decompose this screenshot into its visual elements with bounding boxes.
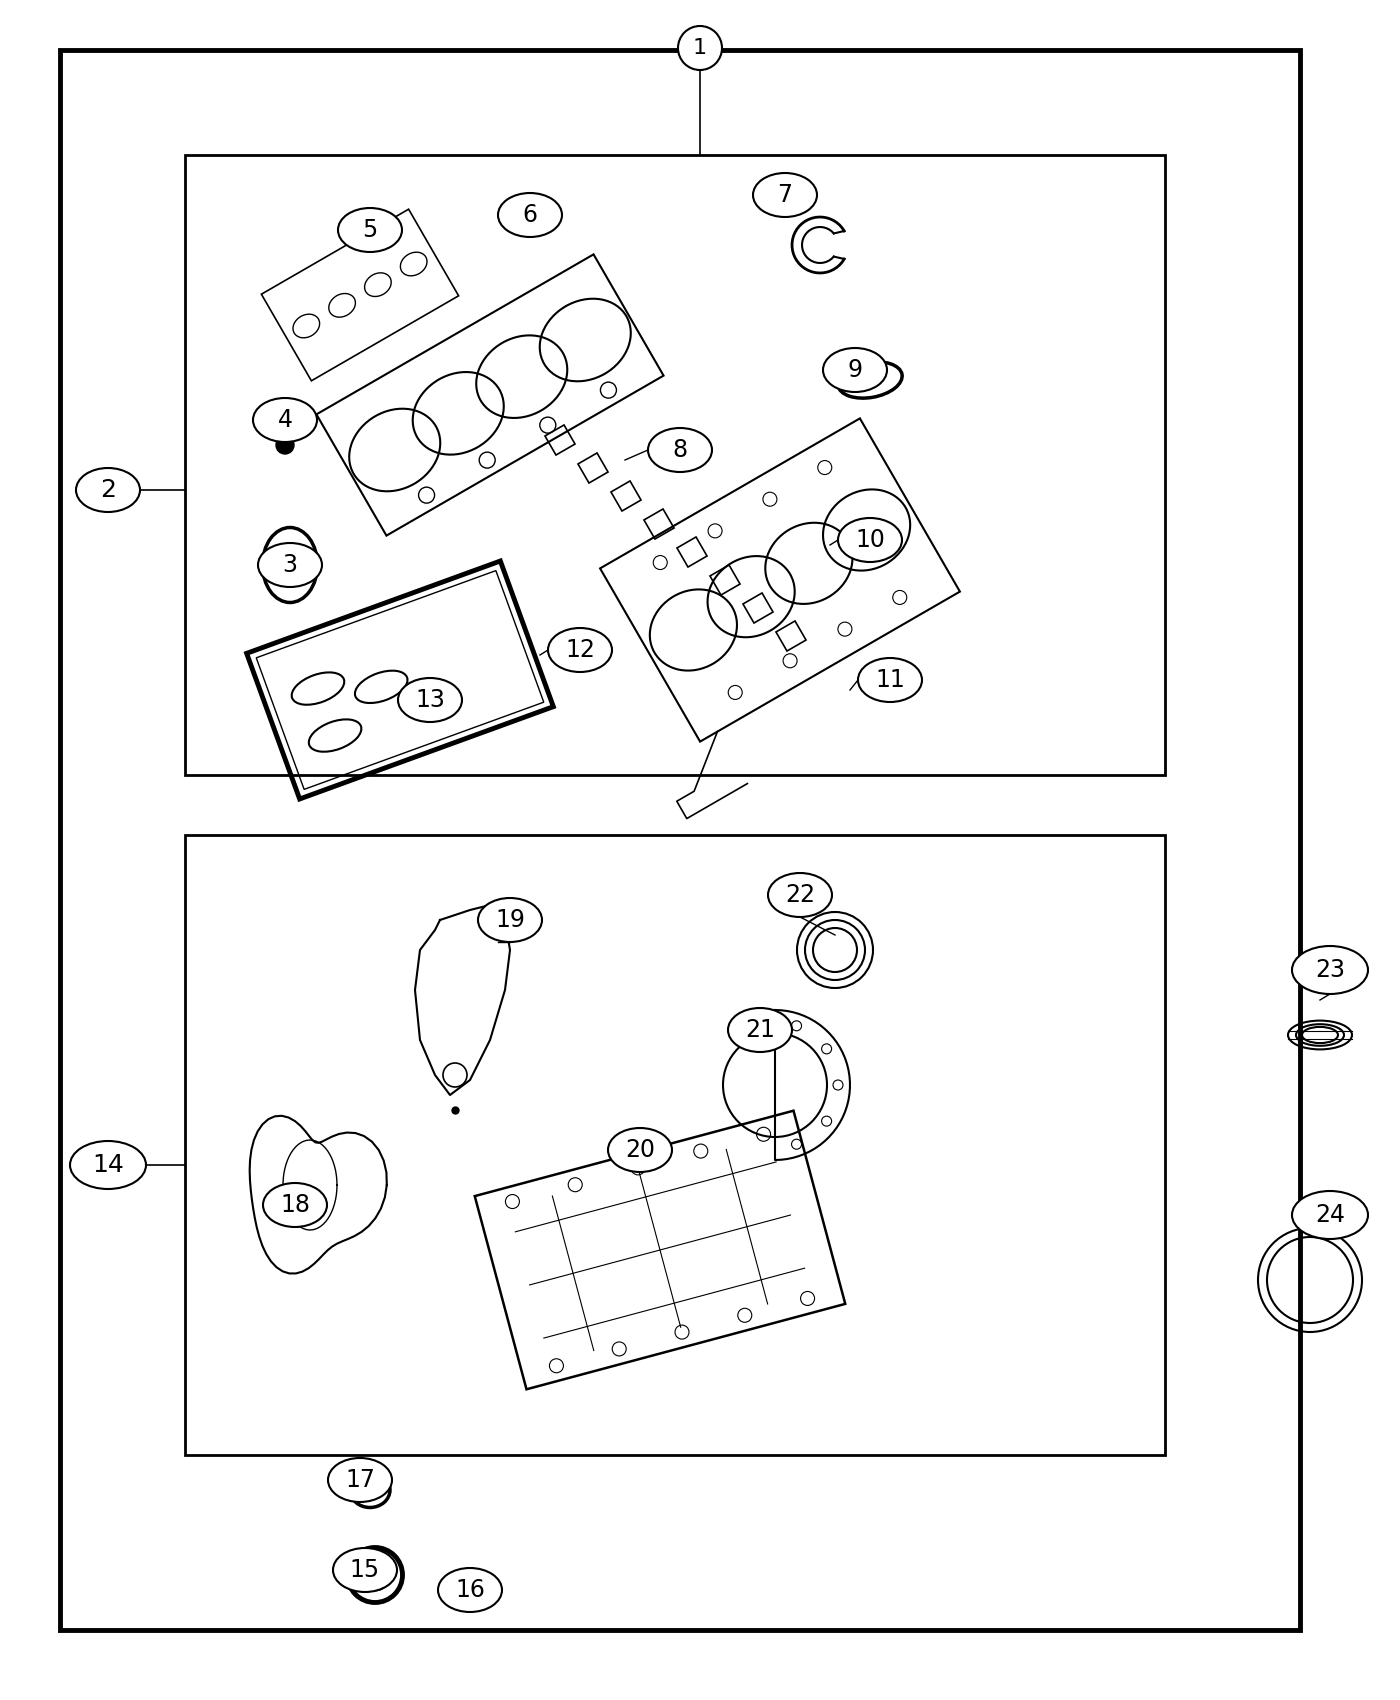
- Text: 14: 14: [92, 1153, 125, 1176]
- Text: 6: 6: [522, 202, 538, 228]
- Text: 24: 24: [1315, 1204, 1345, 1227]
- Text: 5: 5: [363, 218, 378, 241]
- Text: 17: 17: [344, 1469, 375, 1493]
- Ellipse shape: [333, 1549, 398, 1591]
- Ellipse shape: [477, 898, 542, 942]
- Bar: [185, 155, 1165, 775]
- Text: 11: 11: [875, 668, 904, 692]
- Ellipse shape: [398, 678, 462, 722]
- Bar: [185, 835, 1165, 1455]
- Ellipse shape: [728, 1008, 792, 1052]
- Text: 19: 19: [496, 908, 525, 932]
- Ellipse shape: [547, 627, 612, 672]
- Text: 15: 15: [350, 1557, 379, 1583]
- Bar: [60, 49, 1301, 1630]
- Text: 1: 1: [693, 37, 707, 58]
- Ellipse shape: [1292, 1192, 1368, 1239]
- Text: 7: 7: [777, 184, 792, 207]
- Ellipse shape: [1292, 945, 1368, 994]
- Ellipse shape: [839, 518, 902, 563]
- Ellipse shape: [498, 194, 561, 236]
- Ellipse shape: [70, 1141, 146, 1188]
- Text: 2: 2: [99, 478, 116, 502]
- Ellipse shape: [337, 207, 402, 252]
- Text: 3: 3: [283, 552, 297, 576]
- Ellipse shape: [753, 173, 818, 218]
- Ellipse shape: [258, 542, 322, 586]
- Text: 10: 10: [855, 529, 885, 553]
- Text: 23: 23: [1315, 959, 1345, 983]
- Text: 22: 22: [785, 882, 815, 908]
- Text: 4: 4: [277, 408, 293, 432]
- Ellipse shape: [253, 398, 316, 442]
- Ellipse shape: [823, 348, 888, 393]
- Text: 13: 13: [414, 688, 445, 712]
- Circle shape: [276, 435, 294, 454]
- Text: 9: 9: [847, 359, 862, 382]
- Text: 12: 12: [566, 638, 595, 661]
- Ellipse shape: [328, 1459, 392, 1503]
- Text: 16: 16: [455, 1578, 484, 1601]
- Ellipse shape: [858, 658, 923, 702]
- Circle shape: [447, 1591, 463, 1608]
- Ellipse shape: [678, 26, 722, 70]
- Ellipse shape: [769, 874, 832, 916]
- Ellipse shape: [648, 428, 713, 473]
- Ellipse shape: [608, 1129, 672, 1171]
- Text: 20: 20: [624, 1137, 655, 1163]
- Ellipse shape: [76, 468, 140, 512]
- Text: 8: 8: [672, 439, 687, 462]
- Ellipse shape: [263, 1183, 328, 1227]
- Ellipse shape: [438, 1567, 503, 1612]
- Text: 18: 18: [280, 1193, 309, 1217]
- Text: 21: 21: [745, 1018, 776, 1042]
